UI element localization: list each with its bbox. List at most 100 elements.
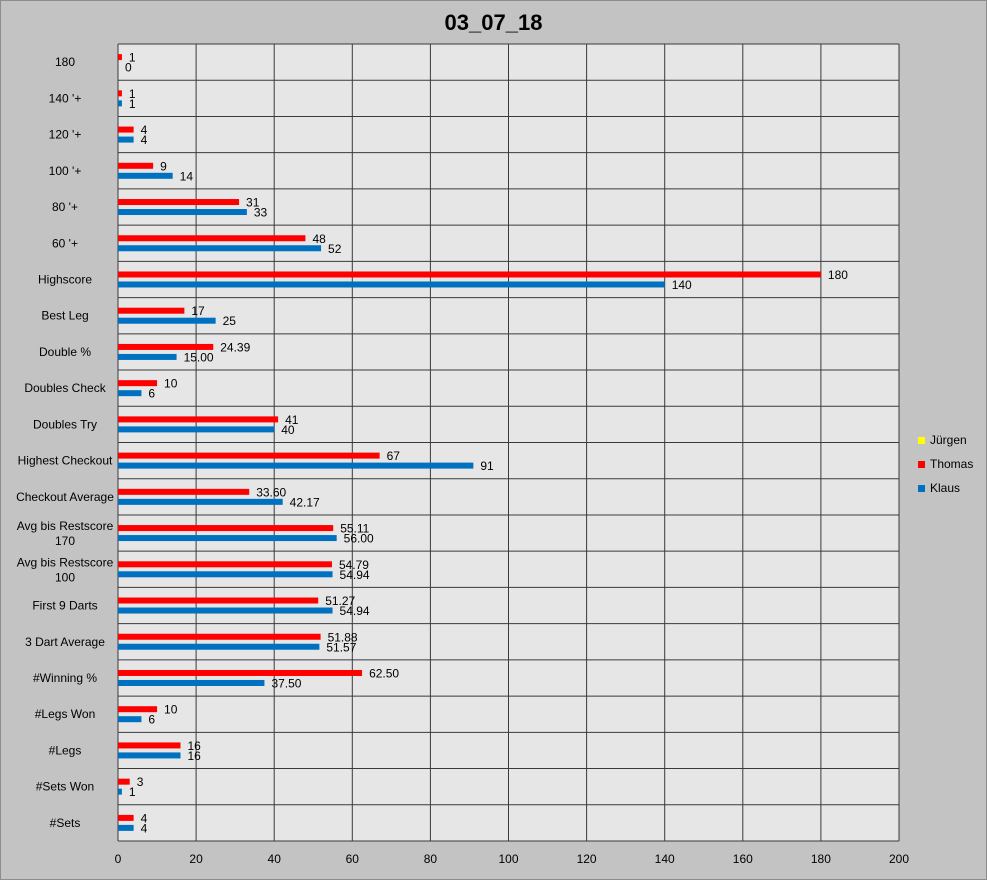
category-label: Doubles Check: [24, 381, 106, 395]
bar-klaus: [118, 353, 177, 360]
data-label-thomas: 41: [285, 413, 299, 427]
category-label: #Sets Won: [36, 780, 94, 794]
x-tick-label: 20: [189, 852, 203, 866]
category-label: Double %: [39, 345, 91, 359]
bar-klaus: [118, 571, 333, 578]
data-label-klaus: 15.00: [184, 350, 214, 364]
bar-klaus: [118, 498, 283, 505]
legend-label: Thomas: [930, 457, 974, 471]
data-label-klaus: 91: [480, 459, 494, 473]
category-label: #Legs: [49, 743, 82, 757]
data-label-thomas: 54.79: [339, 558, 369, 572]
bar-klaus: [118, 245, 322, 252]
category-label: 60 '+: [52, 236, 78, 250]
bar-klaus: [118, 172, 173, 179]
category-label: Avg bis Restscore 100: [17, 555, 114, 584]
legend-swatch: [918, 436, 925, 444]
category-label: 80 '+: [52, 200, 78, 214]
data-label-thomas: 24.39: [220, 340, 250, 354]
data-label-thomas: 4: [141, 123, 148, 137]
data-label-klaus: 54.94: [340, 568, 370, 582]
bar-thomas: [118, 561, 332, 568]
data-label-thomas: 33.60: [256, 485, 286, 499]
bar-thomas: [118, 706, 158, 713]
category-label: 140 '+: [49, 91, 82, 105]
bar-thomas: [118, 162, 154, 169]
data-label-thomas: 67: [387, 449, 401, 463]
bar-thomas: [118, 742, 181, 749]
data-label-klaus: 54.94: [340, 604, 370, 618]
bar-thomas: [118, 199, 240, 206]
data-label-klaus: 1: [129, 97, 136, 111]
bar-klaus: [118, 679, 265, 686]
legend-item-jrgen: Jürgen: [918, 428, 973, 452]
data-label-thomas: 9: [160, 159, 167, 173]
bar-thomas: [118, 90, 122, 97]
data-label-thomas: 48: [312, 232, 326, 246]
data-label-klaus: 37.50: [271, 676, 301, 690]
data-label-thomas: 3: [137, 775, 144, 789]
category-label: Doubles Try: [33, 417, 97, 431]
bar-klaus: [118, 752, 181, 759]
bar-klaus: [118, 209, 247, 216]
x-tick-label: 200: [889, 852, 909, 866]
x-tick-label: 160: [733, 852, 753, 866]
data-label-thomas: 51.88: [328, 630, 358, 644]
bar-thomas: [118, 633, 321, 640]
bar-klaus: [118, 643, 320, 650]
data-label-thomas: 16: [187, 739, 201, 753]
data-label-thomas: 62.50: [369, 666, 399, 680]
x-tick-label: 0: [115, 852, 122, 866]
bar-klaus: [118, 824, 134, 831]
category-label: #Legs Won: [35, 707, 96, 721]
data-label-klaus: 25: [223, 314, 237, 328]
data-label-thomas: 51.27: [325, 594, 355, 608]
data-label-thomas: 180: [828, 268, 848, 282]
category-label: Best Leg: [41, 309, 88, 323]
bar-thomas: [118, 488, 250, 495]
data-label-thomas: 1: [129, 51, 136, 65]
bar-thomas: [118, 307, 185, 314]
bar-thomas: [118, 126, 134, 133]
x-tick-label: 120: [577, 852, 597, 866]
data-label-klaus: 140: [672, 278, 692, 292]
x-tick-label: 80: [424, 852, 438, 866]
legend-swatch: [918, 484, 925, 492]
data-label-thomas: 4: [141, 811, 148, 825]
bar-thomas: [118, 669, 363, 676]
category-label: 3 Dart Average: [25, 635, 105, 649]
data-label-klaus: 4: [141, 133, 148, 147]
bar-klaus: [118, 788, 122, 795]
data-label-klaus: 14: [180, 169, 194, 183]
data-label-klaus: 33: [254, 206, 268, 220]
bar-thomas: [118, 525, 334, 532]
category-label: 120 '+: [49, 128, 82, 142]
data-label-klaus: 0: [125, 61, 132, 75]
bar-thomas: [118, 452, 380, 459]
bar-klaus: [118, 390, 142, 397]
bar-klaus: [118, 426, 275, 433]
data-label-thomas: 55.11: [340, 522, 369, 536]
x-tick-label: 60: [346, 852, 360, 866]
data-label-klaus: 51.57: [326, 640, 356, 654]
bar-klaus: [118, 607, 333, 614]
bar-klaus: [118, 281, 665, 288]
category-label: Highest Checkout: [18, 454, 113, 468]
legend-label: Klaus: [930, 481, 961, 495]
bar-klaus: [118, 716, 142, 723]
data-label-klaus: 6: [148, 387, 155, 401]
data-label-klaus: 6: [148, 713, 155, 727]
legend-item-klaus: Klaus: [918, 476, 973, 500]
category-label: #Sets: [50, 816, 81, 830]
data-label-klaus: 40: [281, 423, 295, 437]
data-label-thomas: 17: [191, 304, 205, 318]
bar-klaus: [118, 462, 474, 469]
legend-swatch: [918, 460, 925, 468]
data-label-thomas: 10: [164, 703, 178, 717]
x-tick-label: 140: [655, 852, 675, 866]
bar-thomas: [118, 271, 821, 278]
data-label-klaus: 42.17: [290, 495, 320, 509]
category-label: Checkout Average: [16, 490, 114, 504]
bar-klaus: [118, 100, 122, 107]
